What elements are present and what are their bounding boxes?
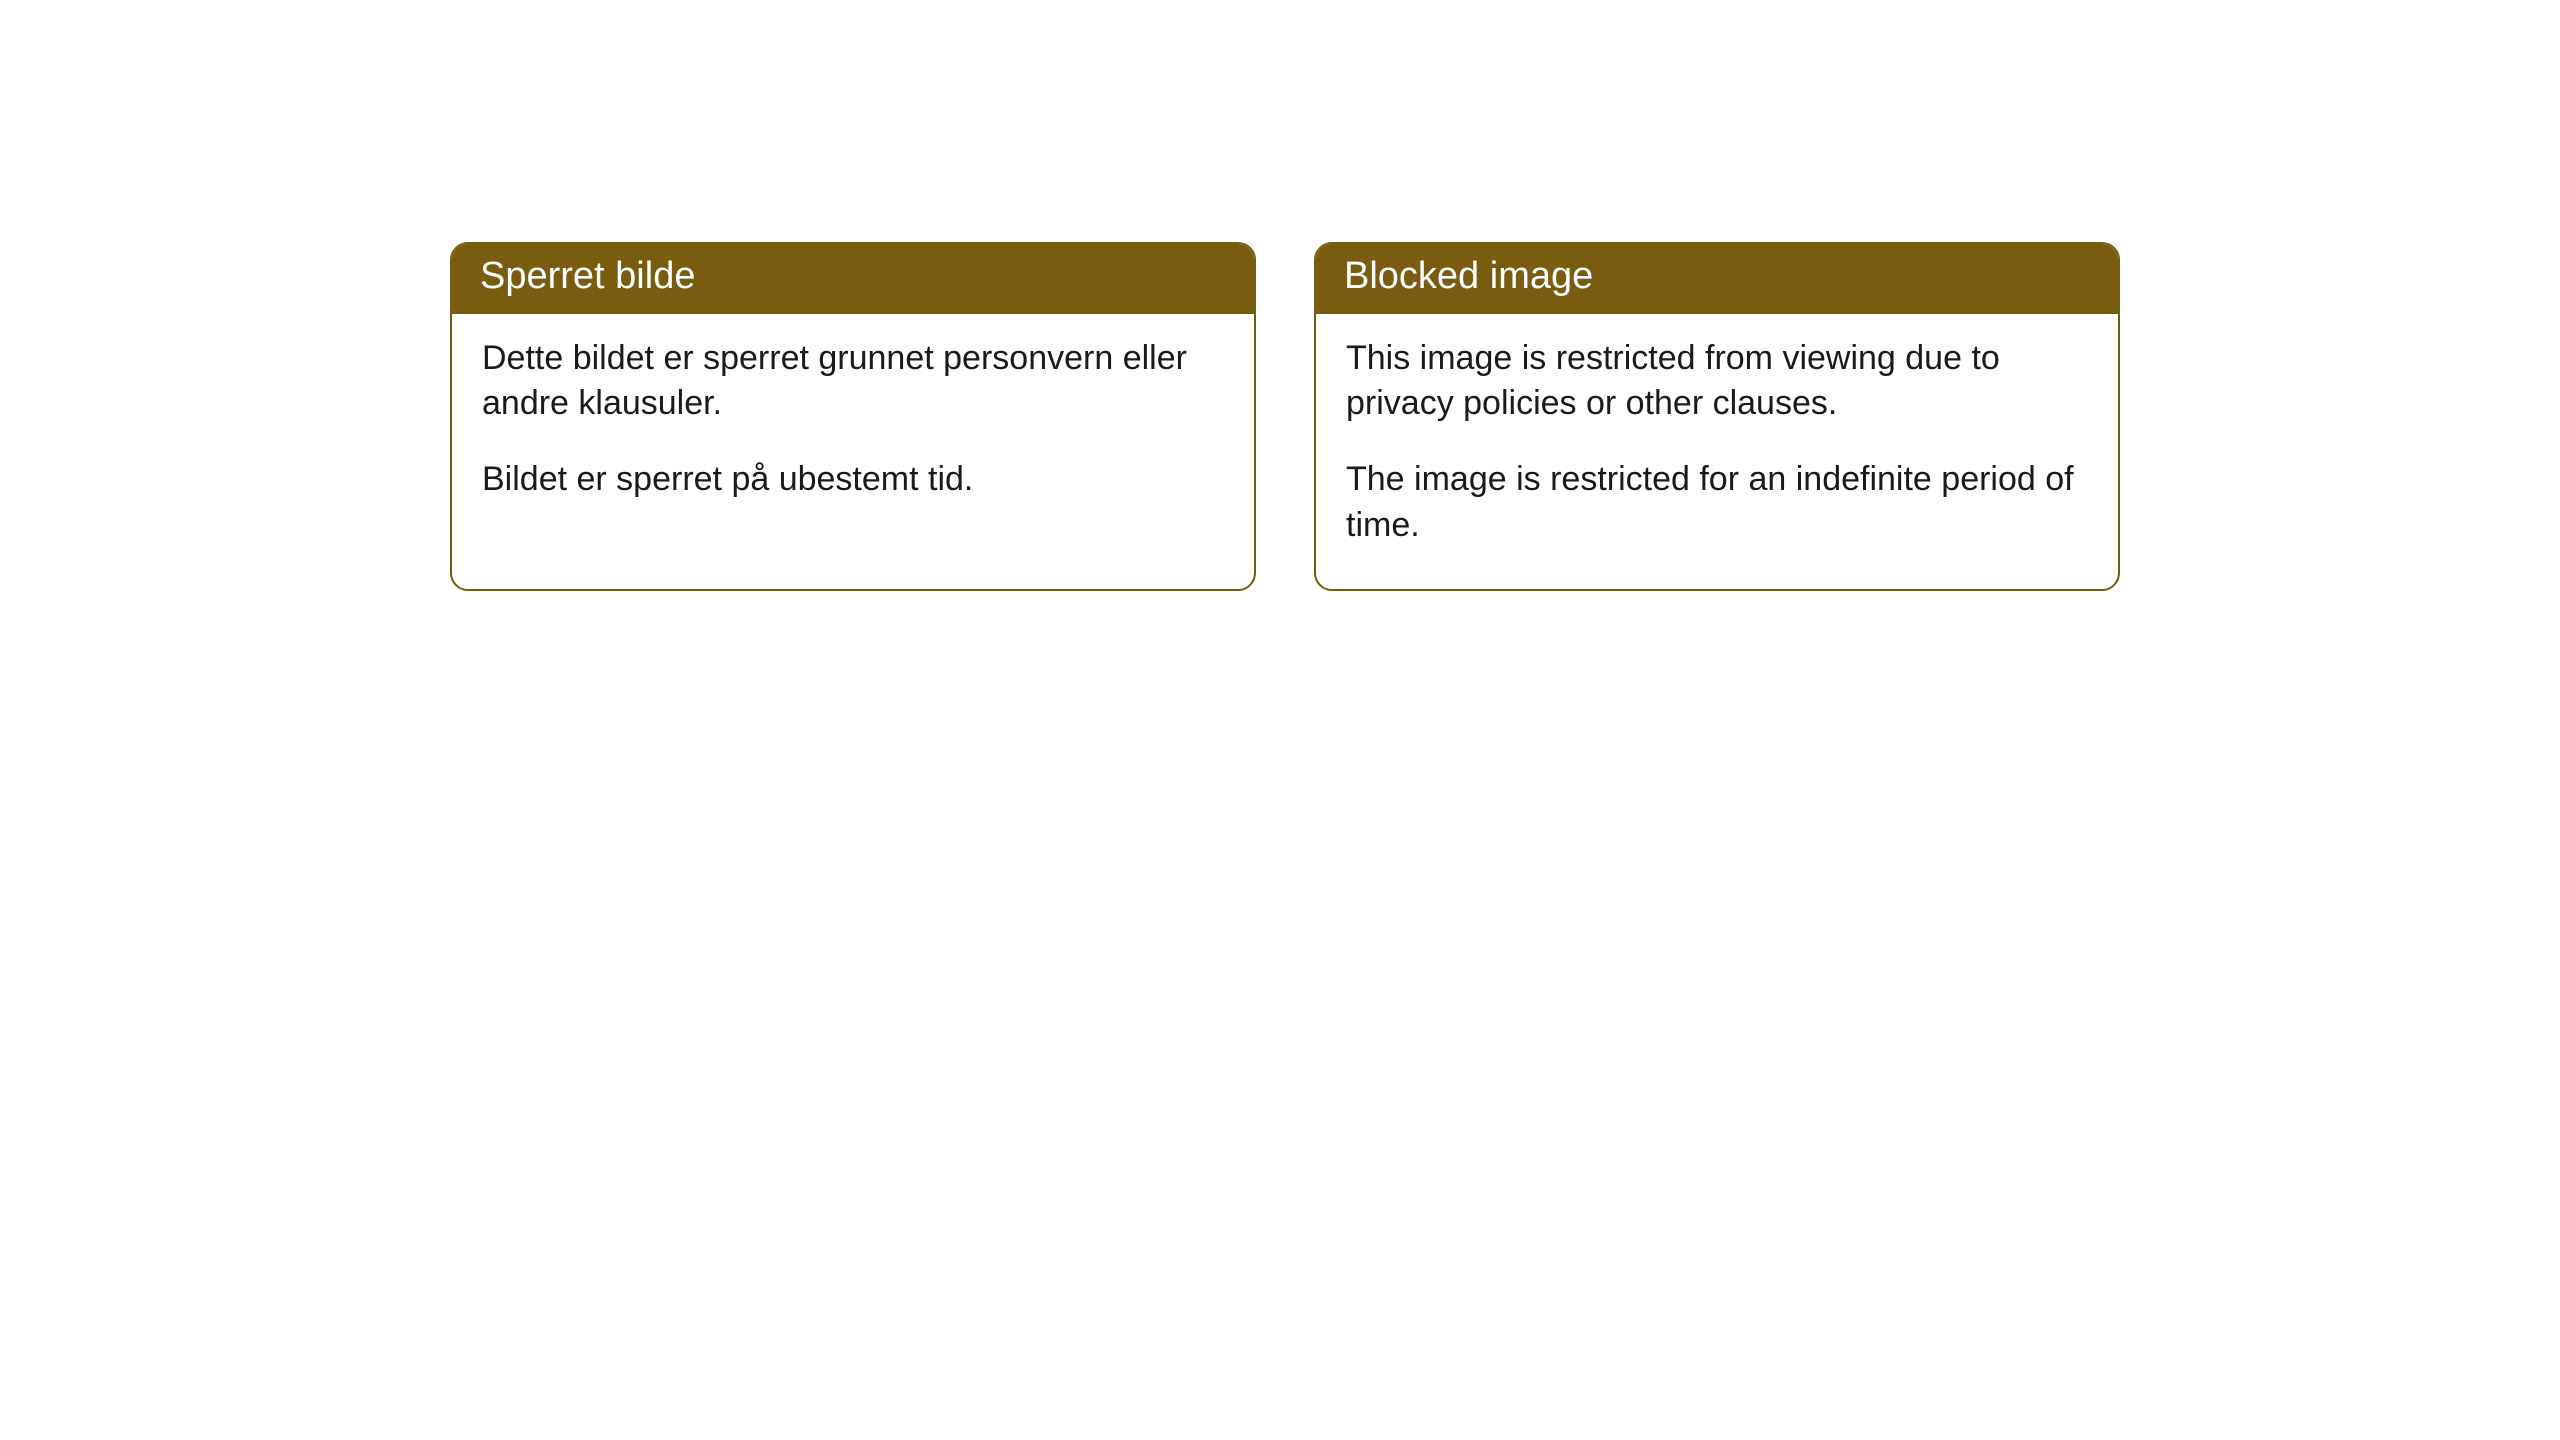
- card-title: Blocked image: [1344, 255, 1593, 297]
- card-paragraph-1: Dette bildet er sperret grunnet personve…: [482, 336, 1224, 428]
- card-header: Blocked image: [1316, 244, 2118, 314]
- card-body: Dette bildet er sperret grunnet personve…: [452, 314, 1254, 544]
- card-title: Sperret bilde: [480, 255, 695, 297]
- card-header: Sperret bilde: [452, 244, 1254, 314]
- blocked-image-card-en: Blocked image This image is restricted f…: [1314, 242, 2120, 591]
- card-paragraph-2: Bildet er sperret på ubestemt tid.: [482, 457, 1224, 503]
- card-paragraph-1: This image is restricted from viewing du…: [1346, 336, 2088, 428]
- card-body: This image is restricted from viewing du…: [1316, 314, 2118, 590]
- notice-cards-container: Sperret bilde Dette bildet er sperret gr…: [450, 242, 2120, 591]
- blocked-image-card-no: Sperret bilde Dette bildet er sperret gr…: [450, 242, 1256, 591]
- card-paragraph-2: The image is restricted for an indefinit…: [1346, 457, 2088, 549]
